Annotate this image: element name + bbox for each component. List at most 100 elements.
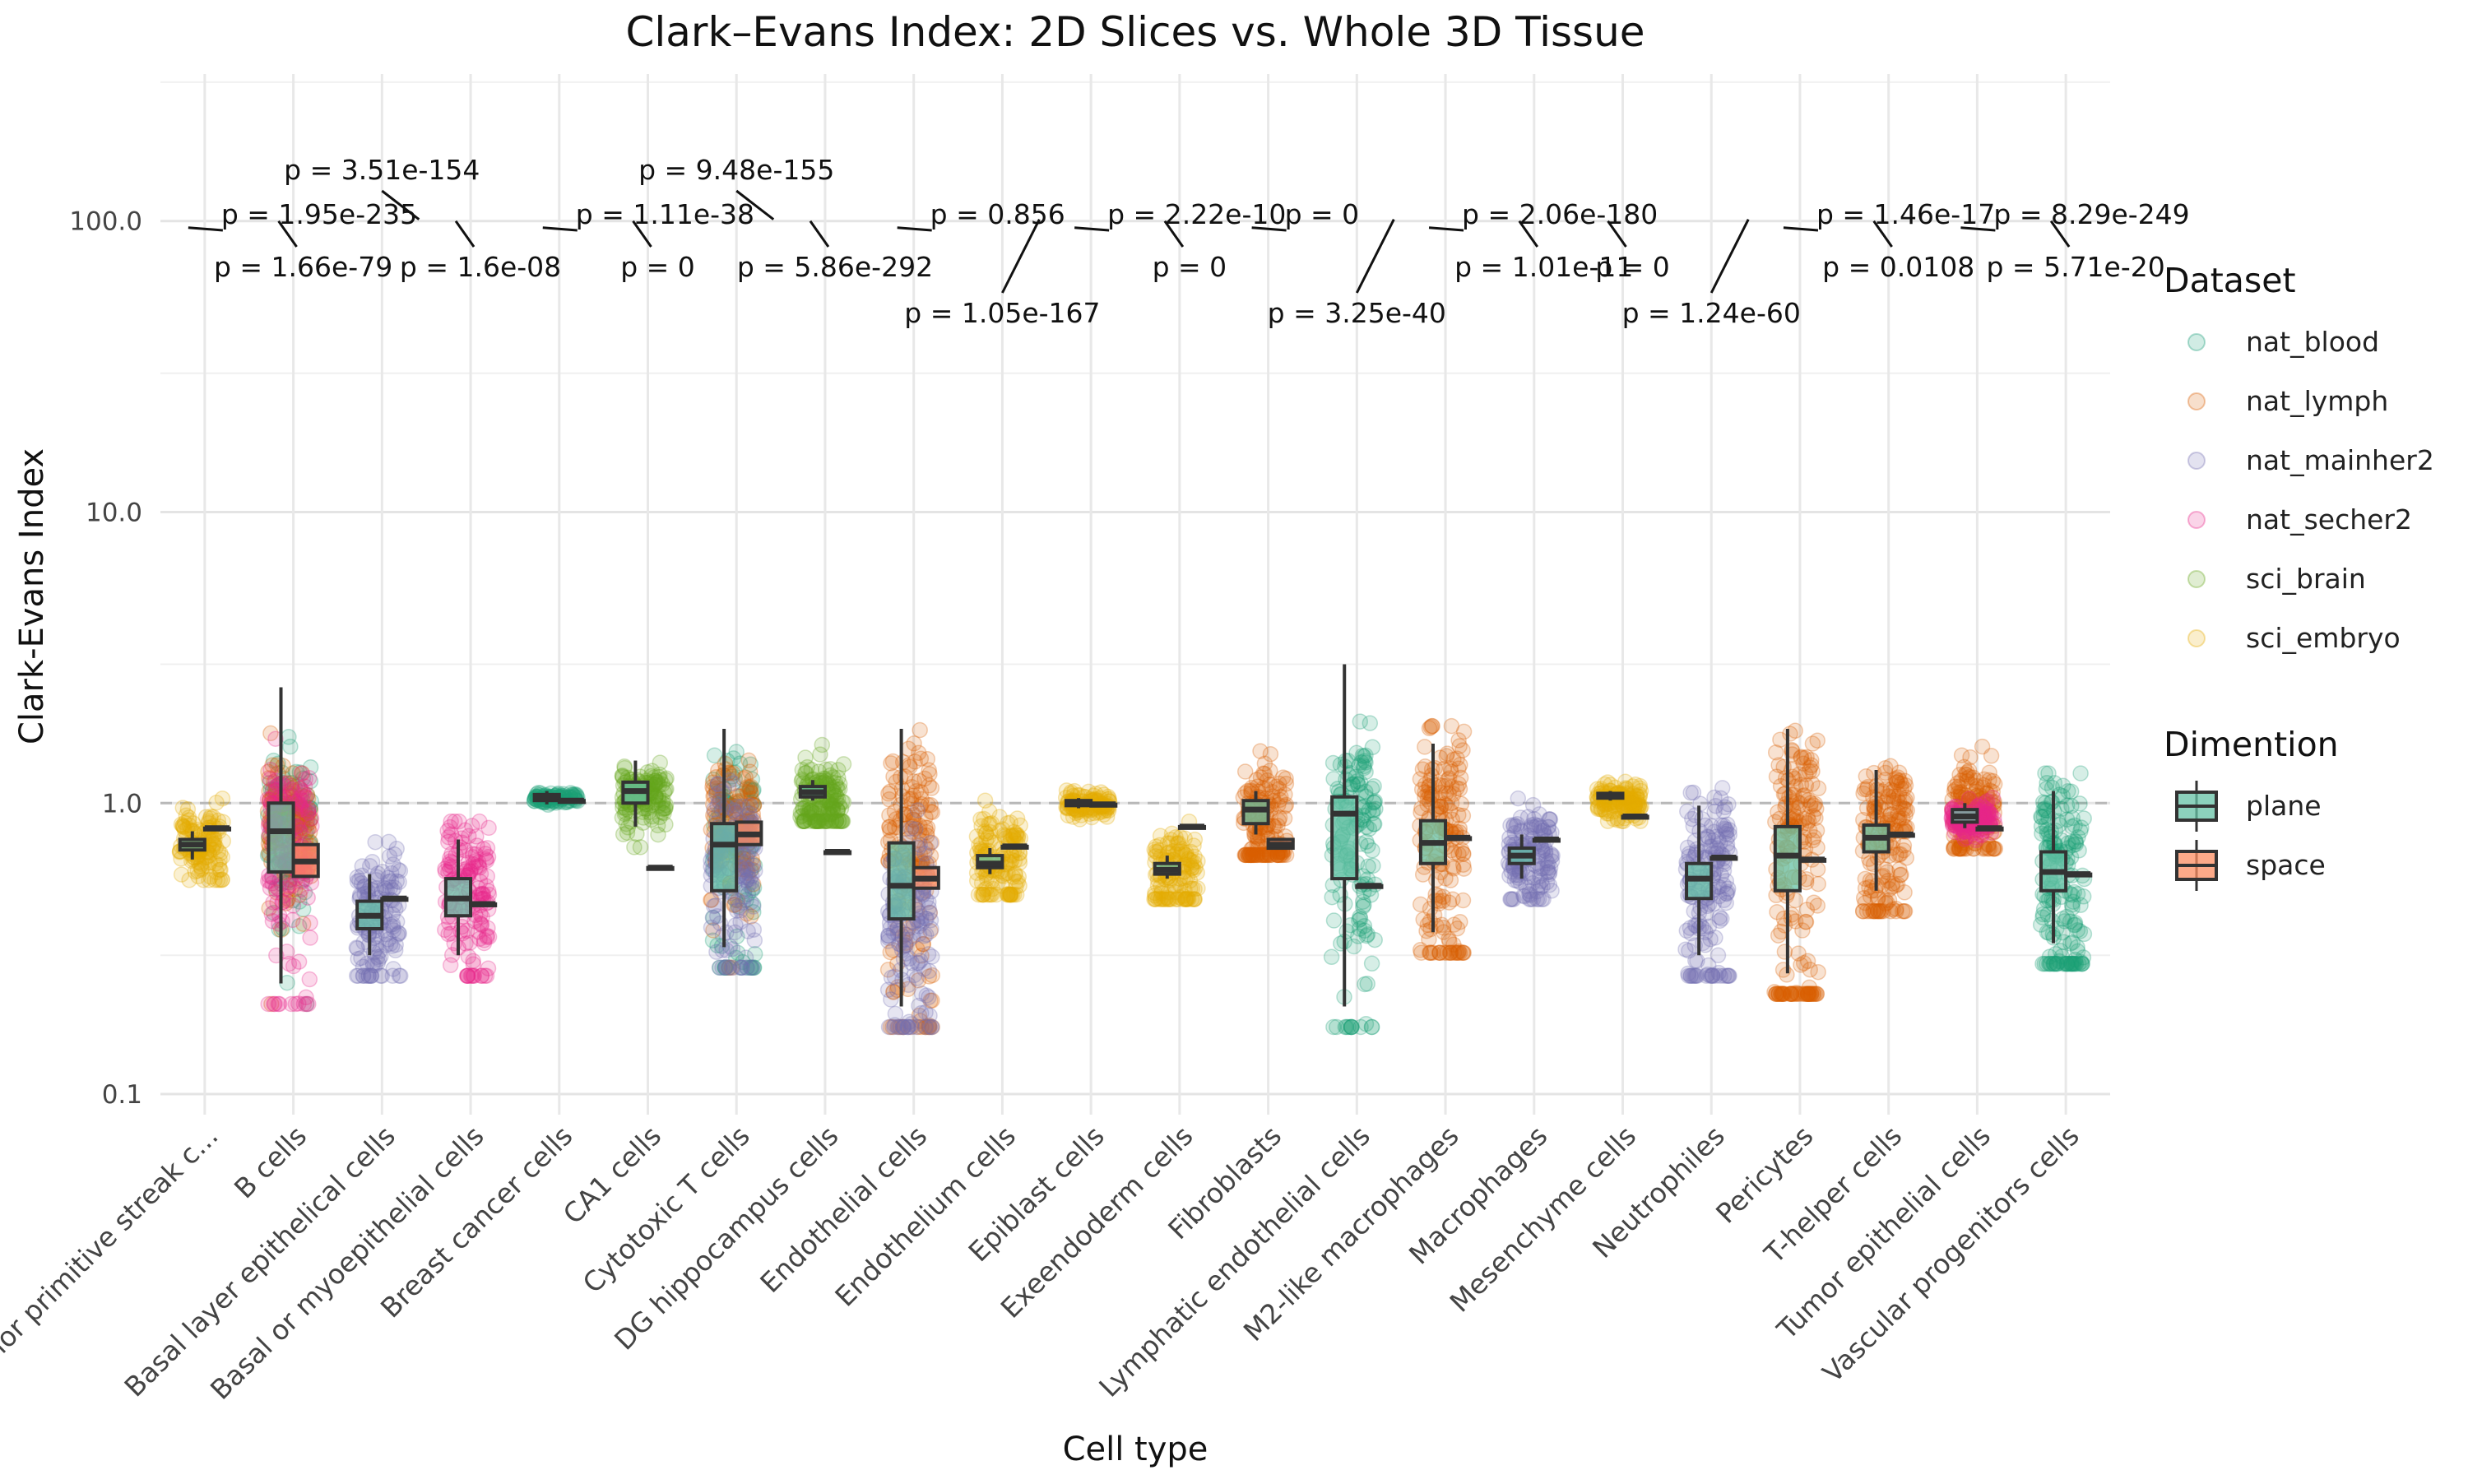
pvalue-connector	[1074, 226, 1110, 232]
chart-title: Clark–Evans Index: 2D Slices vs. Whole 3…	[625, 8, 1645, 56]
data-point	[459, 967, 476, 984]
data-point	[208, 864, 225, 881]
data-point	[1895, 902, 1913, 920]
data-point	[383, 865, 400, 882]
data-point	[615, 826, 632, 842]
data-point	[295, 995, 313, 1013]
data-point	[369, 948, 386, 966]
data-point	[1005, 829, 1022, 846]
data-point	[1879, 894, 1895, 911]
data-point	[1890, 769, 1906, 786]
data-point	[189, 862, 206, 879]
data-point	[462, 967, 480, 984]
data-point	[461, 828, 477, 845]
data-point	[382, 935, 399, 952]
data-point	[386, 879, 403, 896]
data-point	[977, 823, 993, 840]
data-point	[211, 872, 229, 888]
data-point	[300, 995, 317, 1013]
data-point	[271, 921, 287, 938]
data-point	[1435, 924, 1452, 940]
data-point	[1525, 819, 1542, 836]
data-point	[300, 821, 317, 837]
data-point	[1689, 967, 1705, 984]
data-point	[473, 916, 490, 934]
legend-point-key	[2187, 452, 2206, 470]
legend-point-key	[2187, 511, 2206, 529]
data-point	[437, 921, 453, 939]
data-point	[725, 775, 742, 792]
x-tick-label: Cytotoxic T cells	[577, 1120, 756, 1299]
data-point	[381, 848, 398, 865]
pvalue-label: p = 1.05e-167	[904, 297, 1100, 329]
data-point	[439, 823, 456, 839]
data-point	[302, 811, 318, 828]
data-point	[360, 883, 376, 899]
data-point	[1978, 795, 1994, 811]
data-point	[282, 786, 299, 802]
data-point	[295, 792, 311, 809]
data-point	[1422, 719, 1440, 735]
data-point	[287, 880, 304, 897]
data-point	[303, 793, 319, 809]
y-tick-label: 1.0	[102, 789, 142, 819]
data-point	[1323, 948, 1340, 966]
data-point	[1861, 879, 1877, 896]
data-point	[442, 850, 458, 867]
data-point	[373, 948, 389, 965]
data-point	[291, 790, 308, 806]
data-point	[907, 1018, 925, 1036]
data-point	[181, 872, 197, 888]
data-point	[1184, 880, 1201, 897]
data-point	[905, 787, 921, 804]
data-point	[471, 859, 488, 876]
data-point	[214, 872, 230, 888]
data-point	[262, 873, 278, 889]
data-point	[1787, 722, 1803, 740]
data-point	[363, 967, 379, 984]
data-point	[202, 869, 219, 885]
data-point	[912, 721, 928, 739]
pvalue-label: p = 2.06e-180	[1462, 198, 1658, 230]
data-point	[814, 736, 831, 754]
data-point	[2062, 783, 2080, 800]
data-point	[973, 886, 990, 903]
pvalue-label: p = 9.48e-155	[638, 154, 834, 186]
legend-entry-label: nat_secher2	[2246, 503, 2412, 536]
data-point	[708, 907, 726, 925]
pvalue-label: p = 2.22e-10	[1107, 198, 1286, 230]
data-point	[2067, 916, 2084, 933]
data-point	[921, 762, 937, 778]
data-point	[376, 879, 392, 896]
data-point	[835, 794, 852, 810]
data-point	[1250, 778, 1266, 795]
x-tick-label: B cells	[228, 1120, 313, 1204]
data-point	[181, 817, 198, 834]
data-point	[370, 951, 387, 967]
data-point	[296, 883, 313, 901]
pvalue-label: p = 0.0108	[1822, 251, 1974, 283]
data-point	[262, 774, 278, 791]
data-point	[907, 754, 923, 770]
data-point	[442, 957, 459, 974]
data-point	[291, 887, 308, 903]
data-point	[351, 873, 368, 889]
data-point	[349, 873, 366, 890]
data-point	[2071, 842, 2087, 859]
data-point	[1801, 763, 1817, 780]
pvalue-connector	[1001, 219, 1041, 294]
data-point	[363, 967, 380, 984]
data-point	[283, 781, 300, 798]
y-tick-label: 0.1	[102, 1080, 142, 1110]
data-point	[175, 819, 193, 835]
data-point	[1250, 832, 1266, 849]
data-point	[1509, 815, 1526, 832]
data-point	[1627, 776, 1644, 793]
data-point	[1983, 748, 2000, 764]
data-point	[1363, 955, 1380, 972]
data-point	[1359, 976, 1375, 992]
data-point	[374, 863, 391, 880]
data-point	[355, 967, 372, 984]
data-point	[466, 967, 483, 984]
data-point	[291, 764, 308, 781]
